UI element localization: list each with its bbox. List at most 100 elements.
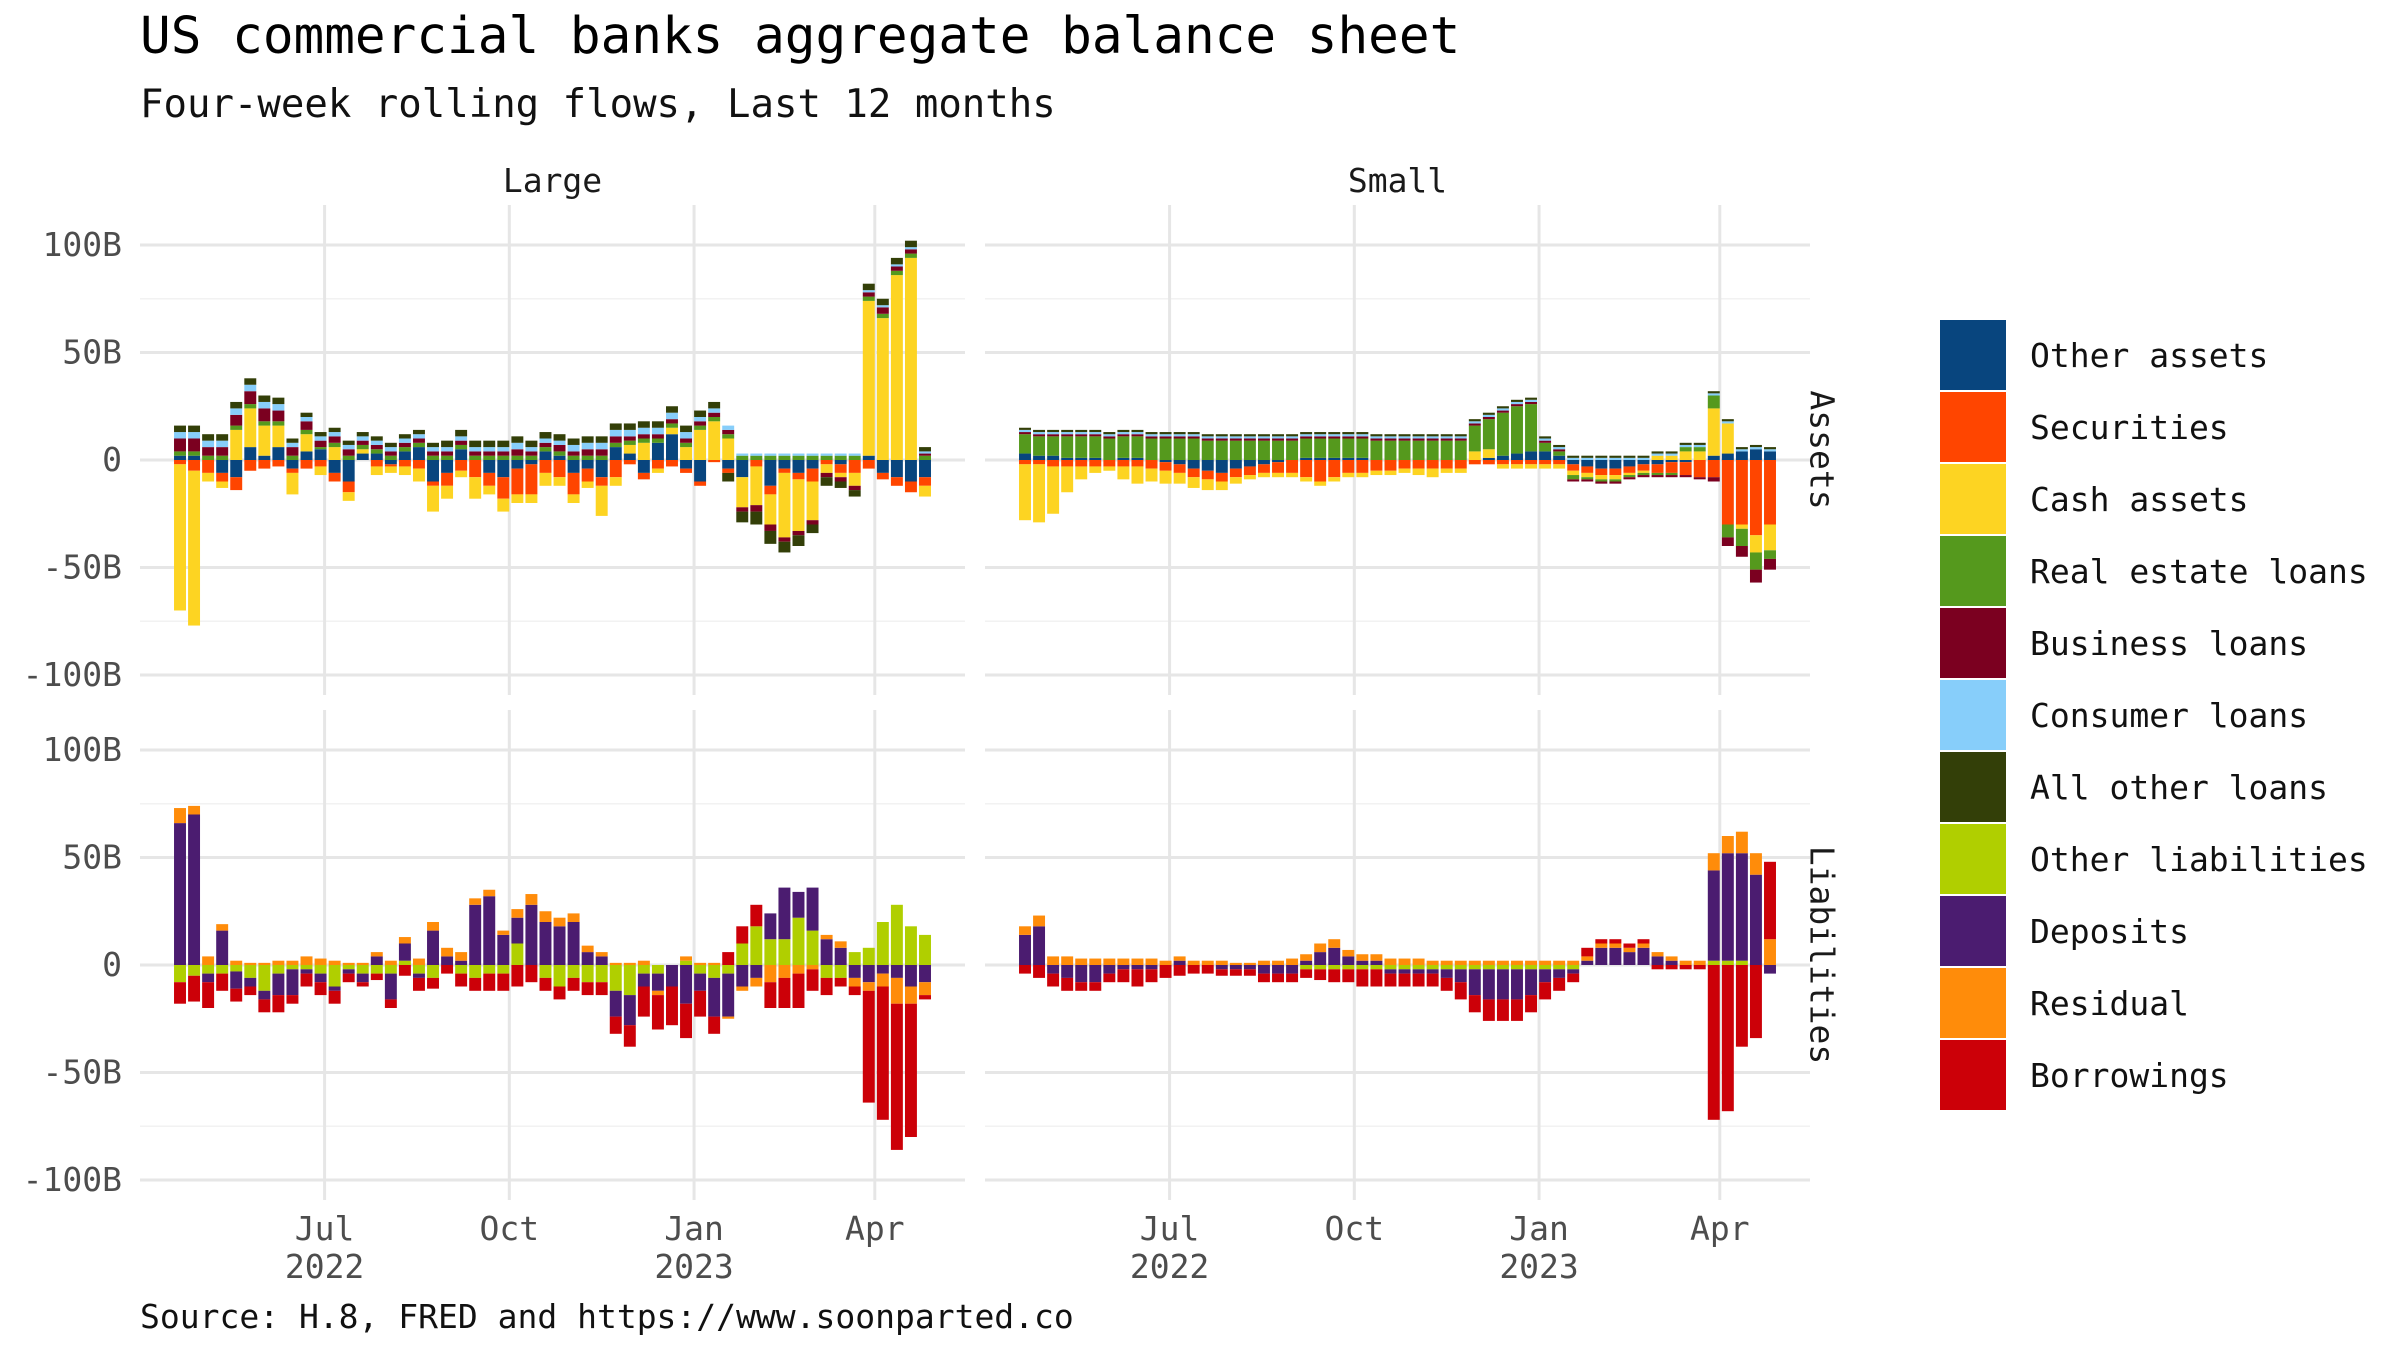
bar-deposits xyxy=(230,971,243,989)
facet-strip-liabilities: Liabilities xyxy=(1803,846,1842,1065)
bar-cash-assets xyxy=(1370,470,1383,476)
bar-residual xyxy=(483,889,496,897)
bar-securities xyxy=(314,460,327,467)
bar-all-other-loans xyxy=(1511,399,1523,402)
bar-consumer-loans xyxy=(1300,434,1313,437)
bar-borrowings xyxy=(609,1016,622,1034)
bar-all-other-loans xyxy=(890,257,903,265)
legend-swatch xyxy=(1940,392,2006,462)
bar-all-other-loans xyxy=(1651,451,1664,454)
bar-consumer-loans xyxy=(1131,432,1144,435)
bar-cash-assets xyxy=(1735,524,1748,529)
bar-deposits xyxy=(1623,952,1636,965)
bar-borrowings xyxy=(553,986,566,1000)
bar-deposits xyxy=(1061,965,1074,978)
bar-borrowings xyxy=(1131,969,1144,987)
bar-real-estate-loans xyxy=(202,455,215,460)
bar-deposits xyxy=(1173,960,1186,965)
bar-other-assets xyxy=(1187,460,1200,469)
bar-deposits xyxy=(1243,965,1256,970)
x-tick-year: 2022 xyxy=(285,1247,364,1286)
bar-residual xyxy=(272,960,285,965)
bar-cash-assets xyxy=(651,468,664,473)
bar-consumer-loans xyxy=(834,453,847,456)
bar-borrowings xyxy=(1257,973,1270,983)
bar-cash-assets xyxy=(1187,477,1200,488)
bar-cash-assets xyxy=(441,485,454,499)
bar-borrowings xyxy=(722,952,735,965)
bar-all-other-loans xyxy=(1539,436,1552,439)
bar-borrowings xyxy=(1665,965,1678,970)
bar-securities xyxy=(525,464,538,495)
bar-securities xyxy=(216,472,229,482)
bar-other-liabilities xyxy=(904,926,917,965)
bar-real-estate-loans xyxy=(553,451,566,456)
bar-cash-assets xyxy=(1482,449,1495,458)
bar-real-estate-loans xyxy=(1257,440,1270,460)
bar-other-liabilities xyxy=(244,965,257,978)
bar-other-assets xyxy=(623,453,636,460)
bar-cash-assets xyxy=(1342,472,1355,478)
bar-real-estate-loans xyxy=(750,455,763,460)
bar-all-other-loans xyxy=(1525,397,1538,400)
bar-deposits xyxy=(1707,870,1720,961)
bar-consumer-loans xyxy=(778,453,791,456)
bar-securities xyxy=(1117,460,1130,467)
bar-cash-assets xyxy=(806,481,819,521)
bar-business-loans xyxy=(862,292,875,297)
bar-all-other-loans xyxy=(230,401,243,409)
bar-borrowings xyxy=(370,973,383,981)
bar-cash-assets xyxy=(314,466,327,476)
legend-swatch xyxy=(1940,968,2006,1038)
bar-deposits xyxy=(834,947,847,965)
bar-deposits xyxy=(553,926,566,965)
bar-deposits xyxy=(342,969,355,974)
bar-business-loans xyxy=(1482,417,1495,420)
bar-consumer-loans xyxy=(806,453,819,456)
bar-securities xyxy=(328,472,341,482)
bar-other-assets xyxy=(609,447,622,460)
bar-real-estate-loans xyxy=(1595,479,1608,482)
bar-consumer-loans xyxy=(412,434,425,439)
bar-borrowings xyxy=(356,982,369,987)
bar-deposits xyxy=(1609,947,1622,965)
bar-other-assets xyxy=(834,460,847,465)
bar-cash-assets xyxy=(1749,535,1762,553)
bar-all-other-loans xyxy=(455,429,468,437)
bar-consumer-loans xyxy=(1103,434,1116,437)
bar-other-assets xyxy=(314,449,327,460)
bar-other-assets xyxy=(595,460,608,478)
y-tick-label: -50B xyxy=(43,548,122,587)
bar-all-other-loans xyxy=(370,436,383,441)
bar-cash-assets xyxy=(1440,468,1453,473)
bar-business-loans xyxy=(651,434,664,439)
bar-other-assets xyxy=(1595,460,1608,469)
bar-deposits xyxy=(694,973,707,991)
bar-borrowings xyxy=(1314,969,1327,981)
bar-deposits xyxy=(1286,965,1299,974)
legend-label: Real estate loans xyxy=(2030,552,2368,591)
bar-borrowings xyxy=(1693,965,1706,970)
bar-all-other-loans xyxy=(1117,429,1130,433)
bar-residual xyxy=(778,965,791,978)
bar-consumer-loans xyxy=(1314,434,1327,437)
bar-deposits xyxy=(1328,947,1341,965)
bar-all-other-loans xyxy=(469,440,482,448)
facet-strips: Large Small Assets Liabilities xyxy=(503,161,1842,1064)
bar-all-other-loans xyxy=(244,378,257,385)
bar-real-estate-loans xyxy=(876,313,889,319)
bar-other-assets xyxy=(1609,460,1622,469)
panel-small-assets xyxy=(985,205,1810,695)
bar-consumer-loans xyxy=(1454,436,1467,439)
bar-consumer-loans xyxy=(609,429,622,437)
bar-all-other-loans xyxy=(328,427,341,433)
bar-all-other-loans xyxy=(1061,429,1074,433)
bar-borrowings xyxy=(427,977,439,989)
bar-residual xyxy=(1623,947,1636,953)
bar-other-liabilities xyxy=(1384,965,1397,970)
bar-consumer-loans xyxy=(1553,447,1566,450)
bar-cash-assets xyxy=(623,444,636,454)
bar-securities xyxy=(806,468,819,482)
bar-real-estate-loans xyxy=(412,442,425,448)
bar-consumer-loans xyxy=(1370,436,1383,439)
